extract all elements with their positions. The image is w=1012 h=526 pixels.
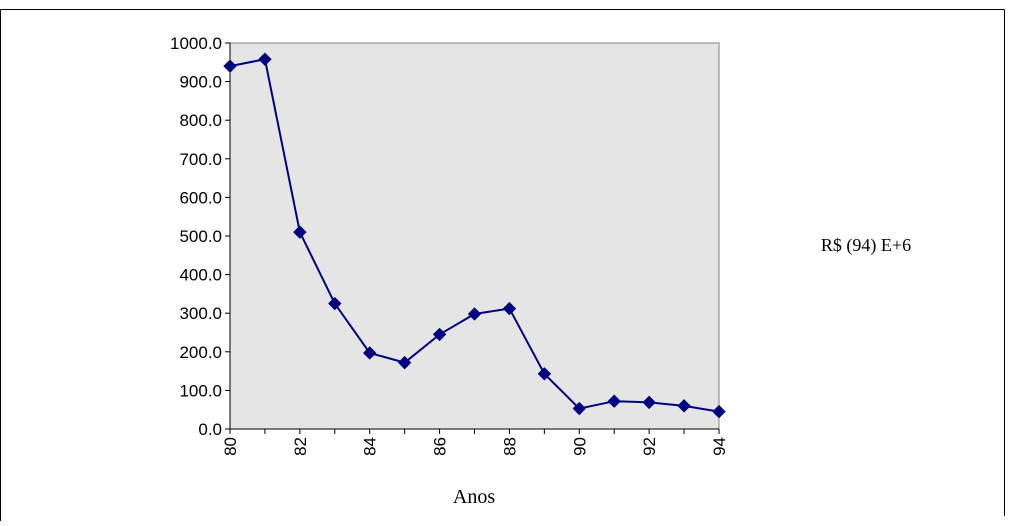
y-tick-label: 600.0 [179, 188, 222, 207]
x-tick-label: 86 [431, 437, 450, 456]
data-point [572, 401, 586, 416]
x-tick-label: 90 [570, 437, 589, 456]
y-tick-label: 300.0 [179, 304, 222, 323]
x-tick-label: 88 [500, 437, 519, 456]
plot-area [229, 42, 720, 430]
x-tick-label: 92 [640, 437, 659, 456]
y-tick-label: 700.0 [179, 150, 222, 169]
x-tick-label: 82 [291, 437, 310, 456]
y-tick-label: 1000.0 [170, 34, 222, 53]
data-point [537, 367, 552, 381]
y-tick-label: 900.0 [179, 73, 222, 92]
data-point [467, 307, 482, 321]
x-axis: 80 82 84 86 88 90 92 94 [221, 428, 729, 456]
y-tick-label: 200.0 [179, 343, 222, 362]
y-axis-label: R$ (94) E+6 [821, 235, 911, 256]
data-point [432, 327, 447, 342]
series-group [223, 52, 726, 419]
data-point [328, 296, 342, 311]
data-point [363, 346, 377, 360]
data-point [258, 52, 272, 66]
y-tick-label: 100.0 [179, 381, 222, 400]
data-point [677, 399, 691, 413]
data-point [502, 301, 517, 316]
y-tick-label: 0.0 [198, 420, 222, 439]
y-tick-label: 800.0 [179, 111, 222, 130]
data-point [397, 355, 412, 370]
y-axis: 0.0 100.0 200.0 300.0 400.0 500.0 600.0 700.0 80… [170, 34, 231, 439]
data-point [223, 59, 237, 73]
y-tick-label: 400.0 [179, 266, 222, 285]
x-tick-label: 84 [361, 437, 380, 456]
y-tick-label: 500.0 [179, 227, 222, 246]
x-tick-label: 80 [221, 437, 240, 456]
x-tick-label: 94 [710, 437, 729, 456]
data-point [607, 394, 621, 408]
data-point [712, 404, 726, 419]
data-point [293, 225, 307, 239]
x-axis-label: Anos [453, 486, 495, 508]
data-point [642, 395, 656, 410]
